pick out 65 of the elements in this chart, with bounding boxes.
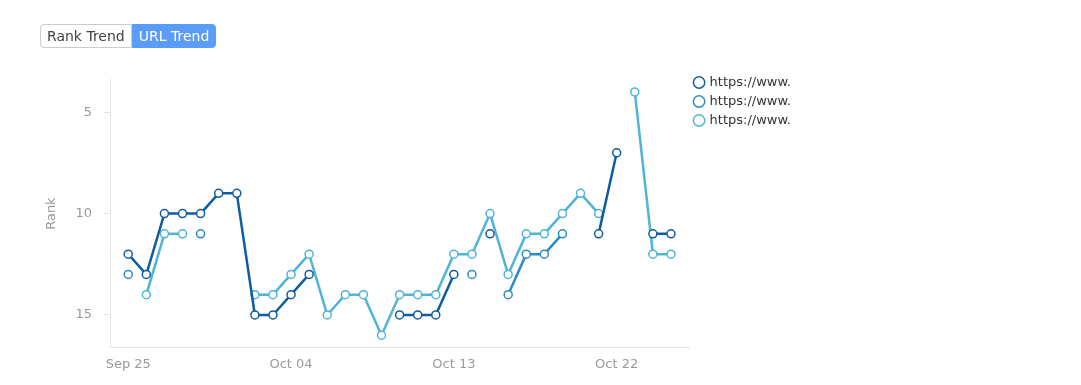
y-tick-label: 15	[75, 306, 93, 322]
point	[232, 188, 242, 199]
point	[412, 310, 423, 320]
point	[268, 310, 278, 320]
point	[123, 249, 133, 259]
point	[286, 269, 296, 280]
point	[485, 229, 495, 239]
point	[539, 249, 550, 259]
point	[250, 310, 260, 320]
point	[503, 269, 513, 280]
point	[666, 249, 676, 259]
point	[557, 229, 568, 239]
point	[449, 269, 459, 280]
point	[630, 87, 640, 97]
point	[593, 208, 604, 219]
point	[376, 330, 387, 340]
point	[485, 208, 495, 219]
point	[304, 269, 314, 280]
point	[557, 208, 568, 219]
point	[304, 249, 314, 259]
point	[666, 229, 676, 239]
y-axis-title: Rank	[43, 196, 59, 230]
point	[648, 249, 658, 259]
x-tick-label: Oct 04	[269, 355, 313, 371]
point	[286, 289, 296, 300]
point	[648, 229, 658, 239]
point	[177, 208, 188, 219]
y-tick-label: 5	[83, 103, 93, 119]
point	[575, 188, 586, 199]
legend-label: https://www.	[709, 92, 791, 108]
point	[467, 269, 477, 280]
y-tick-label: 10	[75, 204, 93, 220]
point	[322, 310, 332, 320]
point	[340, 289, 351, 300]
point	[177, 229, 188, 239]
legend-label: https://www.	[709, 73, 791, 89]
point	[593, 229, 604, 239]
point	[195, 208, 206, 219]
point	[394, 310, 405, 320]
point	[159, 229, 170, 239]
point	[521, 249, 531, 259]
point	[141, 269, 152, 280]
x-tick-label: Oct 13	[432, 355, 476, 371]
x-tick-label: Sep 25	[105, 355, 151, 371]
text: Rank Trend	[40, 24, 132, 48]
point	[467, 249, 477, 259]
x-tick-label: Oct 22	[595, 355, 639, 371]
point	[141, 289, 152, 300]
point	[431, 289, 441, 300]
point	[539, 229, 550, 239]
point	[449, 249, 459, 259]
point	[503, 289, 513, 300]
point	[159, 208, 170, 219]
point	[412, 289, 423, 300]
point	[268, 289, 278, 300]
text: URL Trend	[131, 24, 217, 48]
point	[521, 229, 531, 239]
legend-label: https://www.	[709, 111, 791, 127]
point	[358, 289, 369, 300]
point	[123, 269, 133, 280]
point	[611, 148, 622, 158]
point	[394, 289, 405, 300]
point	[213, 188, 224, 199]
point	[431, 310, 441, 320]
point	[195, 229, 206, 239]
